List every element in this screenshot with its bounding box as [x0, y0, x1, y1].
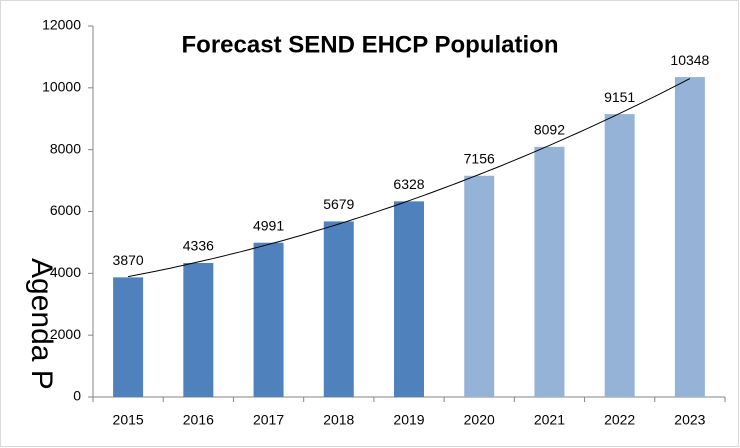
data-label: 9151 — [604, 89, 635, 105]
x-tick-label: 2018 — [323, 412, 354, 428]
y-tick-label: 0 — [73, 388, 81, 404]
data-label: 4336 — [183, 238, 214, 254]
data-label: 8092 — [534, 122, 565, 138]
data-label: 10348 — [670, 52, 709, 68]
annotation: Agenda P — [25, 258, 58, 390]
y-tick-label: 4000 — [50, 264, 81, 280]
bar — [674, 77, 705, 397]
y-tick-label: 2000 — [50, 326, 81, 342]
x-tick-label: 2022 — [604, 412, 635, 428]
bar — [604, 114, 635, 398]
chart-title: Forecast SEND EHCP Population — [182, 31, 559, 58]
y-tick-label: 6000 — [50, 202, 81, 218]
y-tick-label: 8000 — [50, 140, 81, 156]
y-tick-label: 10000 — [42, 79, 81, 95]
x-tick-label: 2023 — [674, 412, 705, 428]
bar — [394, 201, 424, 397]
trend-line — [128, 78, 691, 278]
bar — [464, 175, 495, 397]
data-label: 6328 — [393, 176, 424, 192]
bar — [183, 262, 214, 397]
x-tick-label: 2020 — [464, 412, 495, 428]
x-tick-label: 2019 — [393, 412, 424, 428]
x-tick-label: 2021 — [534, 412, 565, 428]
x-tick-label: 2017 — [253, 412, 284, 428]
y-tick-label: 12000 — [42, 17, 81, 33]
data-label: 3870 — [113, 252, 144, 268]
x-tick-label: 2015 — [113, 412, 144, 428]
bar — [323, 221, 354, 397]
data-label: 4991 — [253, 217, 284, 233]
bar — [534, 146, 565, 397]
x-tick-label: 2016 — [183, 412, 214, 428]
bar — [113, 277, 144, 397]
bar — [253, 242, 284, 397]
data-label: 5679 — [323, 196, 354, 212]
data-label: 7156 — [464, 150, 495, 166]
